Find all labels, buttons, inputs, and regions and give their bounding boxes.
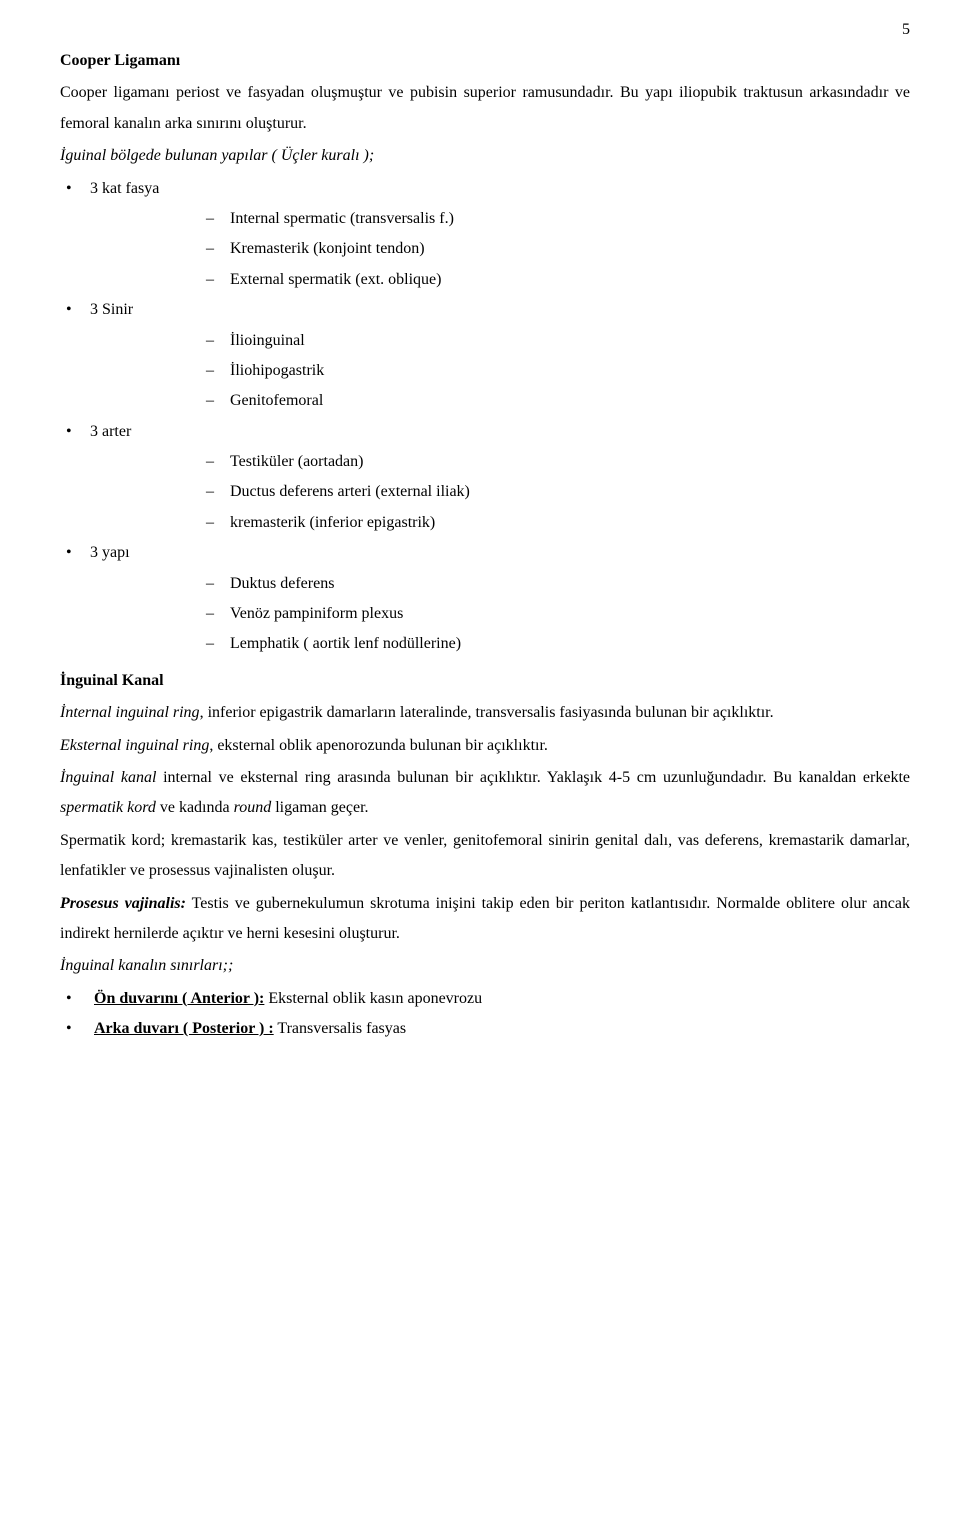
list-level2: Duktus deferens Venöz pampiniform plexus… (230, 569, 910, 660)
text-italic: spermatik kord (60, 799, 156, 816)
document-page: 5 Cooper Ligamanı Cooper ligamanı perios… (0, 0, 960, 1539)
paragraph: Cooper ligamanı periost ve fasyadan oluş… (60, 78, 910, 139)
text: Testis ve gubernekulumun skrotuma inişin… (60, 895, 910, 942)
text-italic: round (234, 799, 272, 816)
text: internal ve eksternal ring arasında bulu… (156, 769, 910, 786)
list-level2: Testiküler (aortadan) Ductus deferens ar… (230, 447, 910, 538)
list-item: Arka duvarı ( Posterior ) : Transversali… (90, 1014, 910, 1044)
text-bold-underline: Ön duvarını ( Anterior ): (94, 990, 264, 1007)
heading-cooper: Cooper Ligamanı (60, 46, 910, 76)
list-level2: İlioinguinal İliohipogastrik Genitofemor… (230, 326, 910, 417)
text-italic: Eksternal inguinal ring (60, 737, 209, 754)
list-item: İliohipogastrik (230, 356, 910, 386)
paragraph-italic: İnguinal kanalın sınırları;; (60, 951, 910, 981)
list-item: 3 kat fasya (90, 174, 910, 204)
text-bold-underline: Arka duvarı ( Posterior ) : (94, 1020, 274, 1037)
list-item: 3 yapı (90, 538, 910, 568)
paragraph: Prosesus vajinalis: Testis ve gubernekul… (60, 889, 910, 950)
list-item: Kremasterik (konjoint tendon) (230, 234, 910, 264)
list-item: External spermatik (ext. oblique) (230, 265, 910, 295)
list-item: İlioinguinal (230, 326, 910, 356)
paragraph: Eksternal inguinal ring, eksternal oblik… (60, 731, 910, 761)
paragraph: İnguinal kanal internal ve eksternal rin… (60, 763, 910, 824)
text: Eksternal oblik kasın aponevrozu (264, 990, 482, 1007)
list-item: kremasterik (inferior epigastrik) (230, 508, 910, 538)
list-item: 3 Sinir (90, 295, 910, 325)
text-italic: İnguinal kanal (60, 769, 156, 786)
list-level1: 3 kat fasya (90, 174, 910, 204)
heading-inguinal: İnguinal Kanal (60, 666, 910, 696)
list-level1: 3 Sinir (90, 295, 910, 325)
list-level2: Internal spermatic (transversalis f.) Kr… (230, 204, 910, 295)
list-item: Ductus deferens arteri (external iliak) (230, 477, 910, 507)
list-level1: 3 yapı (90, 538, 910, 568)
list-item: Internal spermatic (transversalis f.) (230, 204, 910, 234)
text: ve kadında (156, 799, 234, 816)
list-item: 3 arter (90, 417, 910, 447)
paragraph: Spermatik kord; kremastarik kas, testikü… (60, 826, 910, 887)
text: Transversalis fasyas (274, 1020, 406, 1037)
paragraph-italic: İguinal bölgede bulunan yapılar ( Üçler … (60, 141, 910, 171)
text: , inferior epigastrik damarların lateral… (200, 704, 774, 721)
text: ligaman geçer. (271, 799, 368, 816)
list-item: Ön duvarını ( Anterior ): Eksternal obli… (90, 984, 910, 1014)
list-item: Testiküler (aortadan) (230, 447, 910, 477)
page-number: 5 (902, 15, 910, 45)
list-item: Genitofemoral (230, 386, 910, 416)
list-level1: 3 arter (90, 417, 910, 447)
text-italic: İnternal inguinal ring (60, 704, 200, 721)
text-bold-italic: Prosesus vajinalis: (60, 895, 186, 912)
list-item: Duktus deferens (230, 569, 910, 599)
text: , eksternal oblik apenorozunda bulunan b… (209, 737, 548, 754)
list-item: Lemphatik ( aortik lenf nodüllerine) (230, 629, 910, 659)
list-level1: Ön duvarını ( Anterior ): Eksternal obli… (90, 984, 910, 1045)
list-item: Venöz pampiniform plexus (230, 599, 910, 629)
paragraph: İnternal inguinal ring, inferior epigast… (60, 698, 910, 728)
